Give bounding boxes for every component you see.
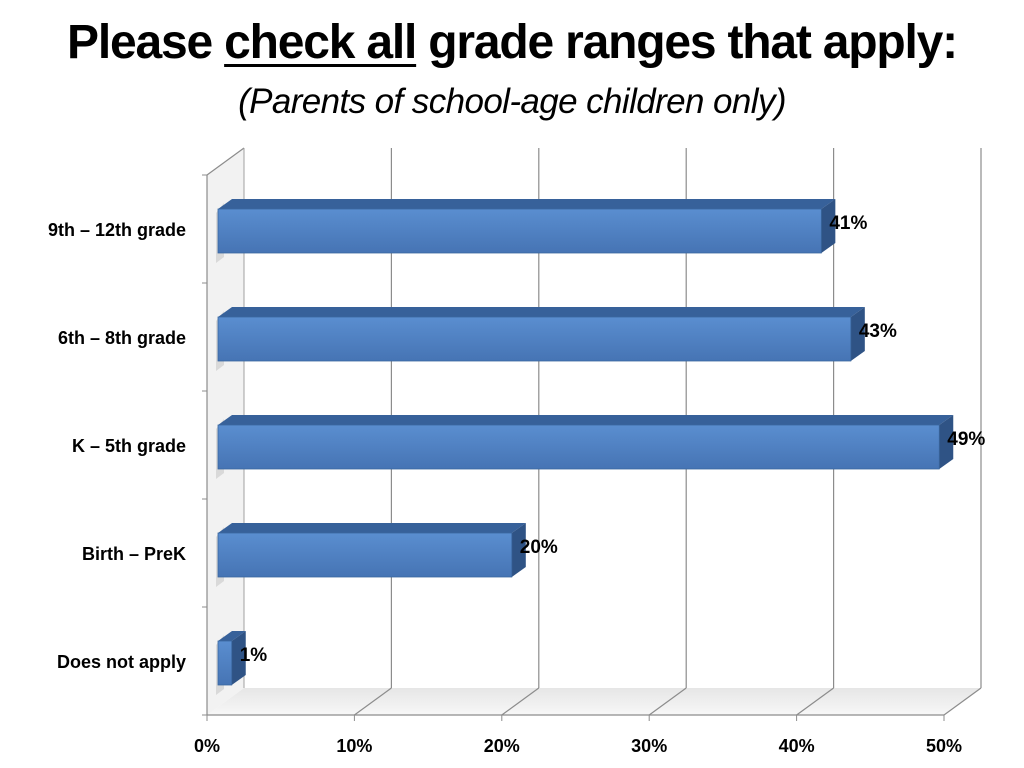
bar-top-face	[218, 631, 246, 641]
gridline-floor	[943, 687, 982, 716]
bar-end-face	[821, 199, 836, 253]
x-tick-label: 50%	[926, 736, 962, 756]
bar-end-face	[850, 307, 865, 361]
bar	[216, 523, 526, 587]
x-tick-label: 30%	[631, 736, 667, 756]
bar-top-face	[218, 415, 954, 425]
bar	[216, 631, 246, 695]
gridline-floor	[648, 687, 687, 716]
x-tick-label: 0%	[194, 736, 220, 756]
chart-title: Please check all grade ranges that apply…	[0, 6, 1024, 80]
chart-labels: 0% 10% 20% 30% 40% 50% 41% 9th – 12th grade 43% 6…	[48, 213, 985, 756]
data-label: 43%	[859, 321, 897, 342]
data-label: 49%	[947, 429, 985, 450]
bar-front-face	[217, 424, 940, 470]
bar	[216, 307, 865, 371]
x-tick-label: 40%	[779, 736, 815, 756]
chart-subtitle: (Parents of school-age children only)	[238, 82, 786, 121]
title-emphasis: check all	[224, 16, 417, 69]
side-wall-top-edge	[206, 147, 245, 176]
category-label: K – 5th grade	[72, 436, 186, 456]
bar-top-face	[218, 523, 526, 533]
bar-front-face	[217, 316, 852, 362]
bar	[216, 415, 954, 479]
category-label: 6th – 8th grade	[58, 328, 186, 348]
bar-top-face	[218, 307, 865, 317]
data-label: 1%	[240, 645, 268, 666]
data-label: 20%	[520, 537, 558, 558]
gridline-floor	[354, 687, 392, 716]
slide-title-block: Please check all grade ranges that apply…	[0, 6, 1024, 124]
bar-front-face	[217, 640, 233, 686]
bar-front-face	[217, 208, 822, 254]
data-label: 41%	[829, 213, 867, 234]
title-prefix: Please	[67, 16, 213, 69]
chart-bars	[216, 199, 954, 695]
chart-floor	[207, 688, 981, 715]
category-label: Does not apply	[57, 652, 186, 672]
bar-front-face	[217, 532, 513, 578]
bar-end-face	[231, 631, 246, 685]
title-suffix: grade ranges that apply:	[428, 16, 958, 69]
x-tick-label: 20%	[484, 736, 520, 756]
x-tick-label: 10%	[336, 736, 372, 756]
category-label: Birth – PreK	[82, 544, 186, 564]
bar-top-face	[218, 199, 836, 209]
bar	[216, 199, 836, 263]
gridline-floor	[796, 687, 834, 716]
bar-end-face	[939, 415, 954, 469]
category-label: 9th – 12th grade	[48, 220, 186, 240]
gridline-floor	[501, 687, 540, 716]
bar-end-face	[511, 523, 526, 577]
